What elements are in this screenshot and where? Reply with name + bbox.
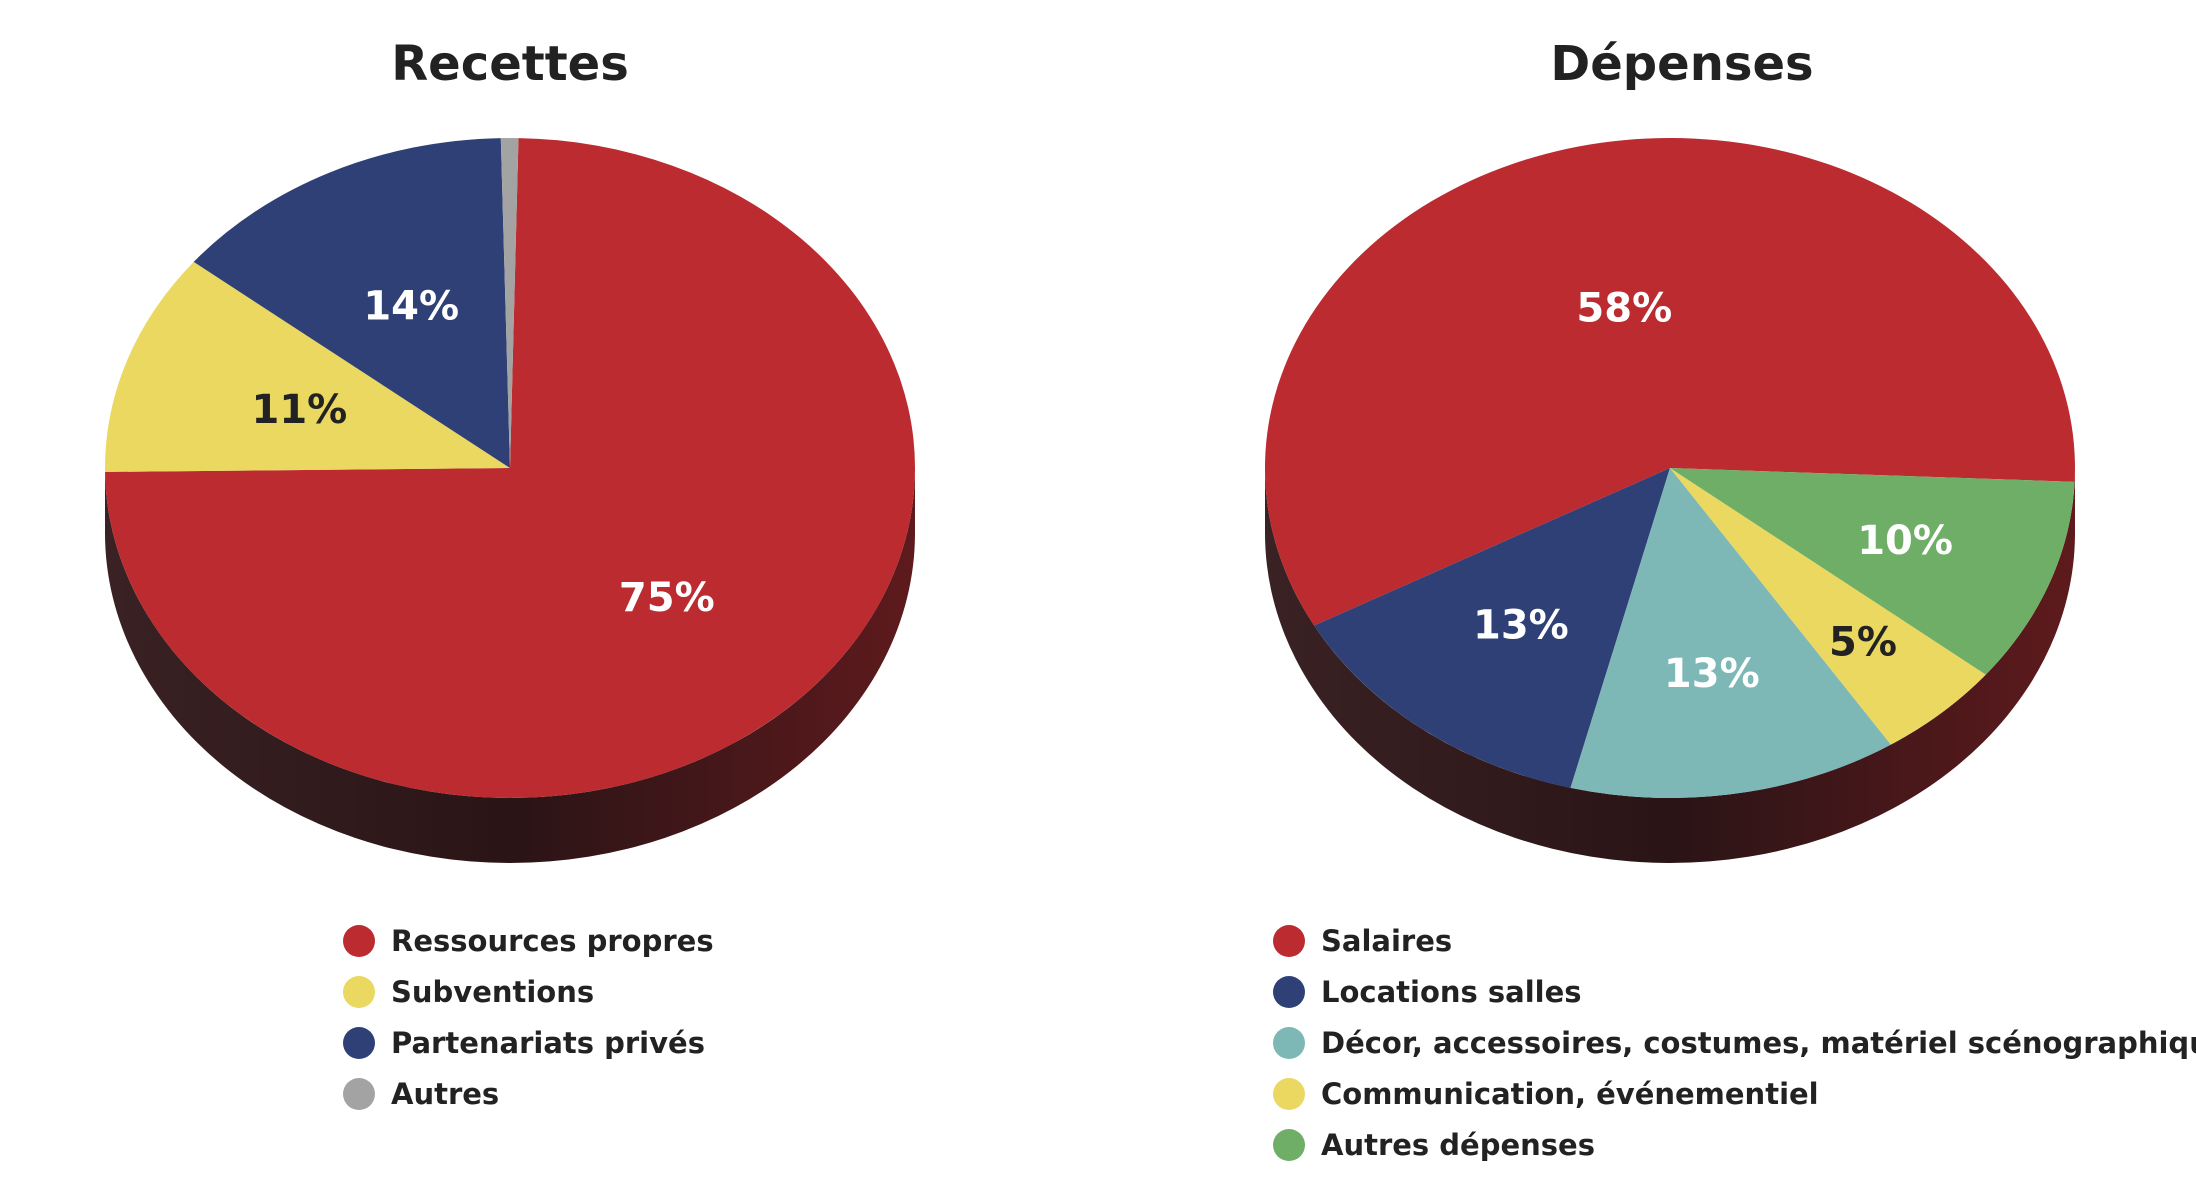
chart-title-depenses: Dépenses (1550, 36, 1813, 92)
legend-recettes: Ressources propres Subventions Partenari… (343, 915, 714, 1119)
pie-depenses: 58% 13% 13% 5% 10% (1264, 137, 2075, 863)
legend-label: Autres (391, 1076, 500, 1111)
legend-label: Décor, accessoires, costumes, matériel s… (1321, 1025, 2196, 1060)
legend-item-autres: Autres (343, 1068, 714, 1119)
slice-value-label-communication-evenementiel: 5% (1829, 620, 1897, 666)
legend-item-communication: Communication, événementiel (1273, 1068, 2196, 1119)
slice-value-label-locations-salles: 13% (1473, 602, 1569, 648)
pie-slice-subventions (105, 261, 510, 472)
legend-label: Ressources propres (391, 923, 714, 958)
legend-item-subventions: Subventions (343, 966, 714, 1017)
slice-value-label-autres-depenses: 10% (1857, 518, 1953, 564)
pie-slice-ressources-propres (105, 138, 916, 798)
legend-swatch (1273, 1128, 1305, 1161)
slice-value-label-subventions: 11% (252, 387, 348, 433)
pie-slice-partenariats-prives (193, 138, 510, 468)
pie-rim-recettes (105, 468, 915, 863)
legend-swatch (1273, 1026, 1305, 1059)
legend-label: Autres dépenses (1321, 1127, 1595, 1162)
legend-item-partenariats-prives: Partenariats privés (343, 1017, 714, 1068)
legend-item-ressources-propres: Ressources propres (343, 915, 714, 966)
pie-slice-decor-accessoires-costumes-materiel-scenographique (1570, 468, 1891, 798)
legend-swatch (343, 1077, 375, 1110)
pie-rim-depenses (1265, 468, 2075, 863)
legend-item-decor: Décor, accessoires, costumes, matériel s… (1273, 1017, 2196, 1068)
legend-label: Partenariats privés (391, 1025, 705, 1060)
pie-slice-locations-salles (1314, 468, 1670, 788)
legend-label: Locations salles (1321, 974, 1582, 1009)
legend-item-autres-depenses: Autres dépenses (1273, 1119, 2196, 1170)
legend-label: Salaires (1321, 923, 1453, 958)
pie-slice-communication-evenementiel (1670, 468, 1986, 745)
slice-value-label-ressources-propres: 75% (619, 575, 715, 621)
legend-label: Subventions (391, 974, 595, 1009)
pie-slice-autres-depenses (1670, 468, 2075, 675)
legend-depenses: Salaires Locations salles Décor, accesso… (1273, 915, 2196, 1170)
slice-value-label-partenariats-prives: 14% (363, 283, 459, 329)
slice-value-label-decor-accessoires-costumes-materiel-scenographique: 13% (1664, 651, 1760, 697)
legend-swatch (1273, 924, 1305, 957)
legend-swatch (343, 975, 375, 1008)
chart-title-recettes: Recettes (391, 36, 629, 92)
legend-swatch (343, 924, 375, 957)
legend-swatch (1273, 1077, 1305, 1110)
legend-item-locations-salles: Locations salles (1273, 966, 2196, 1017)
pie-recettes: 75% 11% 14% (105, 138, 916, 863)
legend-item-salaires: Salaires (1273, 915, 2196, 966)
legend-swatch (1273, 975, 1305, 1008)
legend-label: Communication, événementiel (1321, 1076, 1819, 1111)
pie-slice-autres (500, 138, 519, 468)
pie-slice-salaires (1264, 137, 2075, 626)
slice-value-label-salaires: 58% (1576, 285, 1672, 331)
legend-swatch (343, 1026, 375, 1059)
